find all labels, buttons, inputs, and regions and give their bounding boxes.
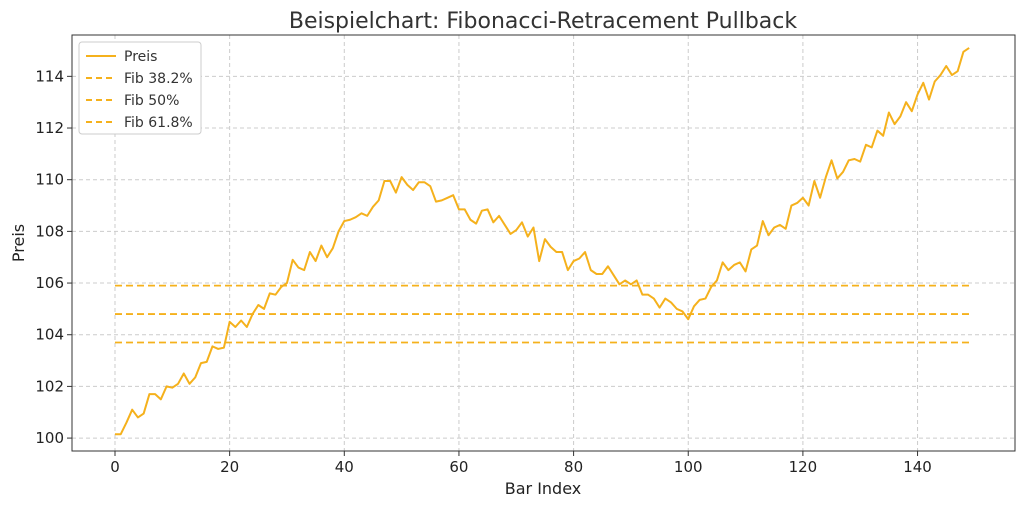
y-tick-label: 114 <box>35 67 64 85</box>
x-tick-label: 40 <box>335 458 354 476</box>
x-tick-label: 20 <box>220 458 239 476</box>
x-tick-label: 120 <box>789 458 818 476</box>
y-tick-label: 108 <box>35 222 64 240</box>
series-line-preis <box>114 47 970 436</box>
y-tick-label: 102 <box>35 377 64 395</box>
y-tick-label: 112 <box>35 119 64 137</box>
legend-label-fib-50: Fib 50% <box>124 93 179 109</box>
x-tick-label: 80 <box>564 458 583 476</box>
x-tick-label: 100 <box>674 458 703 476</box>
y-tick-label: 106 <box>35 274 64 292</box>
y-axis-label: Preis <box>9 224 28 262</box>
grid <box>72 35 1015 451</box>
y-tick-label: 100 <box>35 429 64 447</box>
x-tick-label: 60 <box>449 458 468 476</box>
chart-title: Beispielchart: Fibonacci-Retracement Pul… <box>289 9 798 34</box>
x-tick-label: 0 <box>110 458 120 476</box>
y-tick-label: 104 <box>35 326 64 344</box>
series-layer <box>114 47 970 436</box>
x-axis-label: Bar Index <box>505 479 582 498</box>
axis-ticks: 0 20 40 60 80 100 120 140 100 102 104 106 108 110 112 1… <box>35 67 932 476</box>
plot-frame <box>71 34 1016 452</box>
legend-label-fib-61-8: Fib 61.8% <box>124 115 193 131</box>
legend-label-fib-38-2: Fib 38.2% <box>124 71 193 87</box>
legend: Preis Fib 38.2% Fib 50% Fib 61.8% <box>78 41 202 135</box>
legend-label-preis: Preis <box>124 49 157 65</box>
y-tick-label: 110 <box>35 171 64 189</box>
x-tick-label: 140 <box>903 458 932 476</box>
legend-box <box>78 41 202 135</box>
